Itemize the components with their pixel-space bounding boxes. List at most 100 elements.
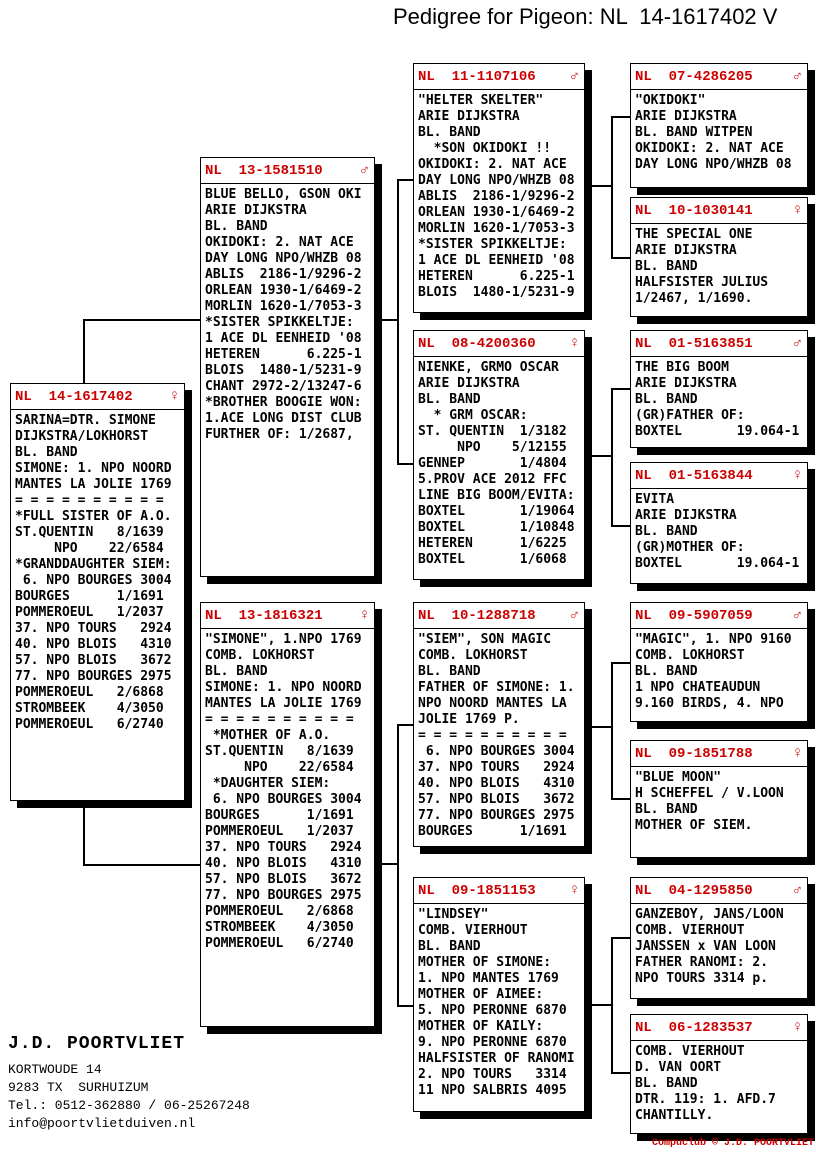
ring-number: NL 13-1816321 — [205, 607, 323, 624]
box-header: NL 10-1288718 ♂ — [414, 603, 584, 629]
pedigree-connector — [375, 319, 399, 321]
box-header: NL 01-5163844 ♀ — [631, 463, 807, 489]
pedigree-connector — [375, 863, 399, 865]
pedigree-connector — [397, 179, 413, 181]
pedigree-connector — [83, 801, 85, 866]
male-icon: ♂ — [359, 162, 369, 179]
ring-number: NL 09-1851788 — [635, 745, 753, 762]
female-icon: ♀ — [792, 745, 802, 762]
pigeon-details: THE BIG BOOM ARIE DIJKSTRA BL. BAND (GR)… — [635, 360, 800, 439]
ring-number: NL 10-1030141 — [635, 202, 753, 219]
female-icon: ♀ — [569, 335, 579, 352]
box-header: NL 14-1617402 ♀ — [11, 384, 184, 410]
ring-number: NL 08-4200360 — [418, 335, 536, 352]
ring-number: NL 13-1581510 — [205, 162, 323, 179]
box-header: NL 04-1295850 ♂ — [631, 878, 807, 904]
female-icon: ♀ — [792, 202, 802, 219]
male-icon: ♂ — [792, 607, 802, 624]
box-header: NL 13-1816321 ♀ — [201, 603, 374, 629]
pedigree-box-sires-dams-sire: NL 01-5163851 ♂ THE BIG BOOM ARIE DIJKST… — [630, 330, 808, 448]
pedigree-connector — [611, 525, 630, 527]
pigeon-details: "HELTER SKELTER" ARIE DIJKSTRA BL. BAND … — [418, 93, 575, 300]
pedigree-connector — [611, 937, 613, 1074]
pedigree-connector — [611, 388, 613, 527]
female-icon: ♀ — [569, 882, 579, 899]
pedigree-connector — [397, 724, 399, 1007]
male-icon: ♂ — [569, 607, 579, 624]
pigeon-details: "OKIDOKI" ARIE DIJKSTRA BL. BAND WITPEN … — [635, 93, 792, 172]
pigeon-details: SARINA=DTR. SIMONE DIJKSTRA/LOKHORST BL.… — [15, 413, 172, 732]
ring-number: NL 11-1107106 — [418, 68, 536, 85]
pedigree-connector — [585, 1004, 613, 1006]
female-icon: ♀ — [792, 1019, 802, 1036]
ring-number: NL 06-1283537 — [635, 1019, 753, 1036]
pedigree-box-dams-dams-dam: NL 06-1283537 ♀ COMB. VIERHOUT D. VAN OO… — [630, 1014, 808, 1134]
box-header: NL 09-1851153 ♀ — [414, 878, 584, 904]
box-header: NL 09-5907059 ♂ — [631, 603, 807, 629]
pedigree-connector — [397, 724, 413, 726]
female-icon: ♀ — [169, 388, 179, 405]
ring-number: NL 01-5163844 — [635, 467, 753, 484]
pigeon-details: "LINDSEY" COMB. VIERHOUT BL. BAND MOTHER… — [418, 907, 575, 1098]
pigeon-details: NIENKE, GRMO OSCAR ARIE DIJKSTRA BL. BAN… — [418, 360, 575, 567]
pedigree-connector — [611, 662, 613, 800]
page-title: Pedigree for Pigeon: NL 14-1617402 V — [393, 4, 778, 29]
male-icon: ♂ — [792, 68, 802, 85]
pedigree-box-subject: NL 14-1617402 ♀ SARINA=DTR. SIMONE DIJKS… — [10, 383, 185, 801]
male-icon: ♂ — [792, 335, 802, 352]
pigeon-details: BLUE BELLO, GSON OKI ARIE DIJKSTRA BL. B… — [205, 187, 362, 442]
pedigree-box-dams-sires-dam: NL 09-1851788 ♀ "BLUE MOON" H SCHEFFEL /… — [630, 740, 808, 858]
box-header: NL 06-1283537 ♀ — [631, 1015, 807, 1041]
pedigree-connector — [611, 1072, 630, 1074]
pigeon-details: "BLUE MOON" H SCHEFFEL / V.LOON BL. BAND… — [635, 770, 784, 833]
pigeon-details: THE SPECIAL ONE ARIE DIJKSTRA BL. BAND H… — [635, 227, 769, 306]
pedigree-box-sires-dams-dam: NL 01-5163844 ♀ EVITA ARIE DIJKSTRA BL. … — [630, 462, 808, 584]
pigeon-details: "SIMONE", 1.NPO 1769 COMB. LOKHORST BL. … — [205, 632, 362, 951]
pedigree-box-dams-sire: NL 10-1288718 ♂ "SIEM", SON MAGIC COMB. … — [413, 602, 585, 847]
pedigree-connector — [585, 455, 613, 457]
pedigree-connector — [397, 179, 399, 465]
pedigree-connector — [585, 726, 613, 728]
owner-address: KORTWOUDE 14 9283 TX SURHUIZUM Tel.: 051… — [8, 1062, 250, 1131]
pedigree-connector — [611, 116, 613, 259]
pedigree-box-sires-sire: NL 11-1107106 ♂ "HELTER SKELTER" ARIE DI… — [413, 63, 585, 313]
pedigree-connector — [83, 319, 85, 383]
pedigree-box-dam: NL 13-1816321 ♀ "SIMONE", 1.NPO 1769 COM… — [200, 602, 375, 1027]
pigeon-details: EVITA ARIE DIJKSTRA BL. BAND (GR)MOTHER … — [635, 492, 800, 571]
pedigree-box-dams-dam: NL 09-1851153 ♀ "LINDSEY" COMB. VIERHOUT… — [413, 877, 585, 1112]
box-header: NL 08-4200360 ♀ — [414, 331, 584, 357]
owner-name: J.D. POORTVLIET — [8, 1034, 186, 1054]
pedigree-box-dams-sires-sire: NL 09-5907059 ♂ "MAGIC", 1. NPO 9160 COM… — [630, 602, 808, 722]
ring-number: NL 09-1851153 — [418, 882, 536, 899]
pedigree-connector — [585, 185, 613, 187]
pigeon-details: "SIEM", SON MAGIC COMB. LOKHORST BL. BAN… — [418, 632, 575, 839]
pedigree-connector — [611, 662, 630, 664]
female-icon: ♀ — [359, 607, 369, 624]
pedigree-box-sires-sires-sire: NL 07-4286205 ♂ "OKIDOKI" ARIE DIJKSTRA … — [630, 63, 808, 188]
ring-number: NL 09-5907059 — [635, 607, 753, 624]
pigeon-details: "MAGIC", 1. NPO 9160 COMB. LOKHORST BL. … — [635, 632, 792, 711]
male-icon: ♂ — [792, 882, 802, 899]
pigeon-details: COMB. VIERHOUT D. VAN OORT BL. BAND DTR.… — [635, 1044, 776, 1123]
box-header: NL 11-1107106 ♂ — [414, 64, 584, 90]
pedigree-connector — [611, 116, 630, 118]
owner-info: J.D. POORTVLIET KORTWOUDE 14 9283 TX SUR… — [8, 1034, 250, 1133]
box-header: NL 09-1851788 ♀ — [631, 741, 807, 767]
male-icon: ♂ — [569, 68, 579, 85]
pedigree-connector — [397, 1005, 413, 1007]
pedigree-connector — [83, 319, 200, 321]
pedigree-connector — [83, 864, 200, 866]
pedigree-box-sire: NL 13-1581510 ♂ BLUE BELLO, GSON OKI ARI… — [200, 157, 375, 577]
pedigree-connector — [397, 463, 413, 465]
pigeon-details: GANZEBOY, JANS/LOON COMB. VIERHOUT JANSS… — [635, 907, 784, 986]
box-header: NL 07-4286205 ♂ — [631, 64, 807, 90]
pedigree-connector — [611, 937, 630, 939]
box-header: NL 01-5163851 ♂ — [631, 331, 807, 357]
pedigree-box-sires-sires-dam: NL 10-1030141 ♀ THE SPECIAL ONE ARIE DIJ… — [630, 197, 808, 317]
box-header: NL 10-1030141 ♀ — [631, 198, 807, 224]
ring-number: NL 04-1295850 — [635, 882, 753, 899]
ring-number: NL 07-4286205 — [635, 68, 753, 85]
pedigree-connector — [611, 388, 630, 390]
software-credit: Compuclub © J.D. POORTVLIET — [651, 1138, 814, 1149]
